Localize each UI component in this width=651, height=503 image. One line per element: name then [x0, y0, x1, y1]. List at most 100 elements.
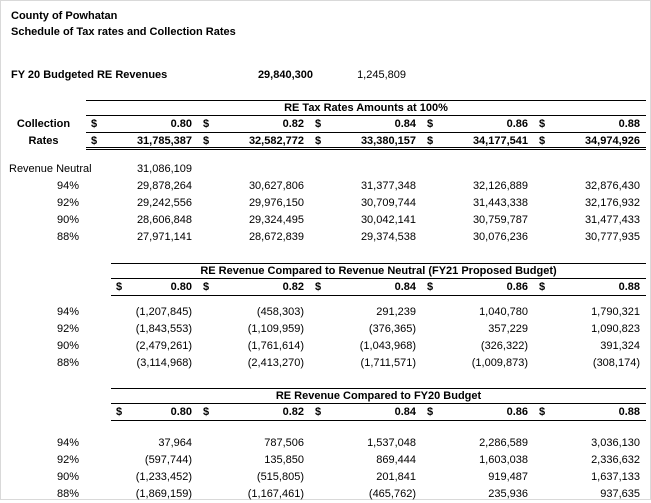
value-cell: 3,036,130 [591, 437, 640, 449]
amount-value: 32,582,772 [248, 135, 304, 147]
table-row: 94% (1,207,845) (458,303) 291,239 1,040,… [1, 304, 650, 321]
value-cell: 32,876,430 [584, 180, 640, 192]
spacer [1, 404, 86, 421]
collection-rate-label: 92% [56, 197, 79, 209]
amount-cells: $31,785,387 $32,582,772 $33,380,157 $34,… [86, 133, 646, 150]
collection-rate-label: 90% [56, 214, 79, 226]
value-cell: (376,365) [368, 323, 416, 335]
row-values: (1,869,159) (1,167,461) (465,762) 235,93… [86, 486, 646, 503]
amount-cell: $31,785,387 [86, 133, 198, 147]
currency-symbol: $ [427, 135, 434, 147]
rate-value: 0.80 [170, 406, 192, 418]
company-title: County of Powhatan [11, 10, 118, 22]
rate-header-cell: $0.88 [534, 279, 646, 295]
value-cell: 135,850 [264, 454, 304, 466]
row-values: 31,086,109 [86, 161, 646, 178]
value-cell: 30,709,744 [360, 197, 416, 209]
collection-rate-label: 88% [56, 488, 79, 500]
rate-header-cell: $0.84 [310, 116, 422, 132]
table-row: 90% (1,233,452) (515,805) 201,841 919,48… [1, 469, 650, 486]
rate-value: 0.86 [506, 406, 528, 418]
section-title: RE Tax Rates Amounts at 100% [86, 100, 646, 116]
table-row: 90% 28,606,848 29,324,495 30,042,141 30,… [1, 212, 650, 229]
rate-header-cell: $0.80 [86, 116, 198, 132]
table-row: 88% 27,971,141 28,672,839 29,374,538 30,… [1, 229, 650, 246]
row-values: 27,971,141 28,672,839 29,374,538 30,076,… [86, 229, 646, 246]
row-values: (1,233,452) (515,805) 201,841 919,487 1,… [86, 469, 646, 486]
row-values: 29,242,556 29,976,150 30,709,744 31,443,… [86, 195, 646, 212]
currency-symbol: $ [203, 406, 210, 418]
section2-rates-row: $0.80 $0.82 $0.84 $0.86 $0.88 [1, 279, 650, 296]
row-values: (2,479,261) (1,761,614) (1,043,968) (326… [86, 338, 646, 355]
value-cell: (465,762) [368, 488, 416, 500]
rate-header-cell: $0.80 [111, 404, 198, 420]
value-cell: (1,711,571) [360, 357, 416, 369]
rates-header-label: Rates [28, 135, 59, 147]
table-row: 90% (2,479,261) (1,761,614) (1,043,968) … [1, 338, 650, 355]
currency-symbol: $ [539, 118, 546, 130]
currency-symbol: $ [315, 135, 322, 147]
row-values: (3,114,968) (2,413,270) (1,711,571) (1,0… [86, 355, 646, 372]
amount-value: 34,177,541 [472, 135, 528, 147]
currency-symbol: $ [203, 281, 210, 293]
rate-value: 0.86 [506, 118, 528, 130]
budget-amount-secondary: 1,245,809 [357, 69, 406, 81]
value-cell: (1,167,461) [247, 488, 304, 500]
currency-symbol: $ [539, 135, 546, 147]
rate-header-cell: $0.80 [111, 279, 198, 295]
value-cell: 30,042,141 [360, 214, 416, 226]
value-cell: 869,444 [376, 454, 416, 466]
rate-header-cell: $0.82 [198, 404, 310, 420]
value-cell: 31,377,348 [360, 180, 416, 192]
value-cell: (2,479,261) [135, 340, 192, 352]
value-cell: 1,790,321 [591, 306, 640, 318]
currency-symbol: $ [315, 118, 322, 130]
rate-value: 0.88 [618, 118, 640, 130]
value-cell: 1,603,038 [479, 454, 528, 466]
table-row: 88% (3,114,968) (2,413,270) (1,711,571) … [1, 355, 650, 372]
revenue-neutral-label: Revenue Neutral [9, 163, 92, 175]
value-cell: 1,637,133 [591, 471, 640, 483]
rate-header-cell: $0.88 [534, 116, 646, 132]
currency-symbol: $ [315, 281, 322, 293]
currency-symbol: $ [116, 281, 123, 293]
rate-value: 0.84 [394, 281, 416, 293]
table-row: 94% 37,964 787,506 1,537,048 2,286,589 3… [1, 435, 650, 452]
value-cell: 1,090,823 [591, 323, 640, 335]
spacer [1, 279, 86, 296]
currency-symbol: $ [427, 406, 434, 418]
rate-value: 0.80 [170, 281, 192, 293]
currency-symbol: $ [539, 281, 546, 293]
rate-header-cell: $0.86 [422, 116, 534, 132]
row-values: 28,606,848 29,324,495 30,042,141 30,759,… [86, 212, 646, 229]
spacer [1, 100, 86, 116]
rate-header-cell: $0.88 [534, 404, 646, 420]
table-row: 88% (1,869,159) (1,167,461) (465,762) 23… [1, 486, 650, 503]
value-cell: 32,176,932 [584, 197, 640, 209]
budget-amount-primary: 29,840,300 [257, 69, 313, 81]
value-cell: 2,286,589 [479, 437, 528, 449]
value-cell: 31,443,338 [472, 197, 528, 209]
collection-rate-label: 90% [56, 340, 79, 352]
currency-symbol: $ [427, 118, 434, 130]
value-cell: 235,936 [488, 488, 528, 500]
value-cell: 37,964 [158, 437, 192, 449]
amount-cell: $33,380,157 [310, 133, 422, 147]
rate-value: 0.88 [618, 281, 640, 293]
table-row: 92% (597,744) 135,850 869,444 1,603,038 … [1, 452, 650, 469]
value-cell: (1,009,873) [471, 357, 528, 369]
collection-rate-label: 92% [56, 454, 79, 466]
rate-header-cell: $0.86 [422, 279, 534, 295]
row-values: (1,843,553) (1,109,959) (376,365) 357,22… [86, 321, 646, 338]
rate-value: 0.82 [282, 406, 304, 418]
value-cell: (3,114,968) [136, 357, 192, 369]
collection-header-label: Collection [16, 118, 71, 130]
section3-rates-row: $0.80 $0.82 $0.84 $0.86 $0.88 [1, 404, 650, 421]
section3-title-row: RE Revenue Compared to FY20 Budget [1, 388, 650, 404]
rate-value: 0.84 [394, 406, 416, 418]
amount-cell: $34,177,541 [422, 133, 534, 147]
table-row: 92% (1,843,553) (1,109,959) (376,365) 35… [1, 321, 650, 338]
value-cell: (597,744) [144, 454, 192, 466]
value-cell: 29,878,264 [136, 180, 192, 192]
